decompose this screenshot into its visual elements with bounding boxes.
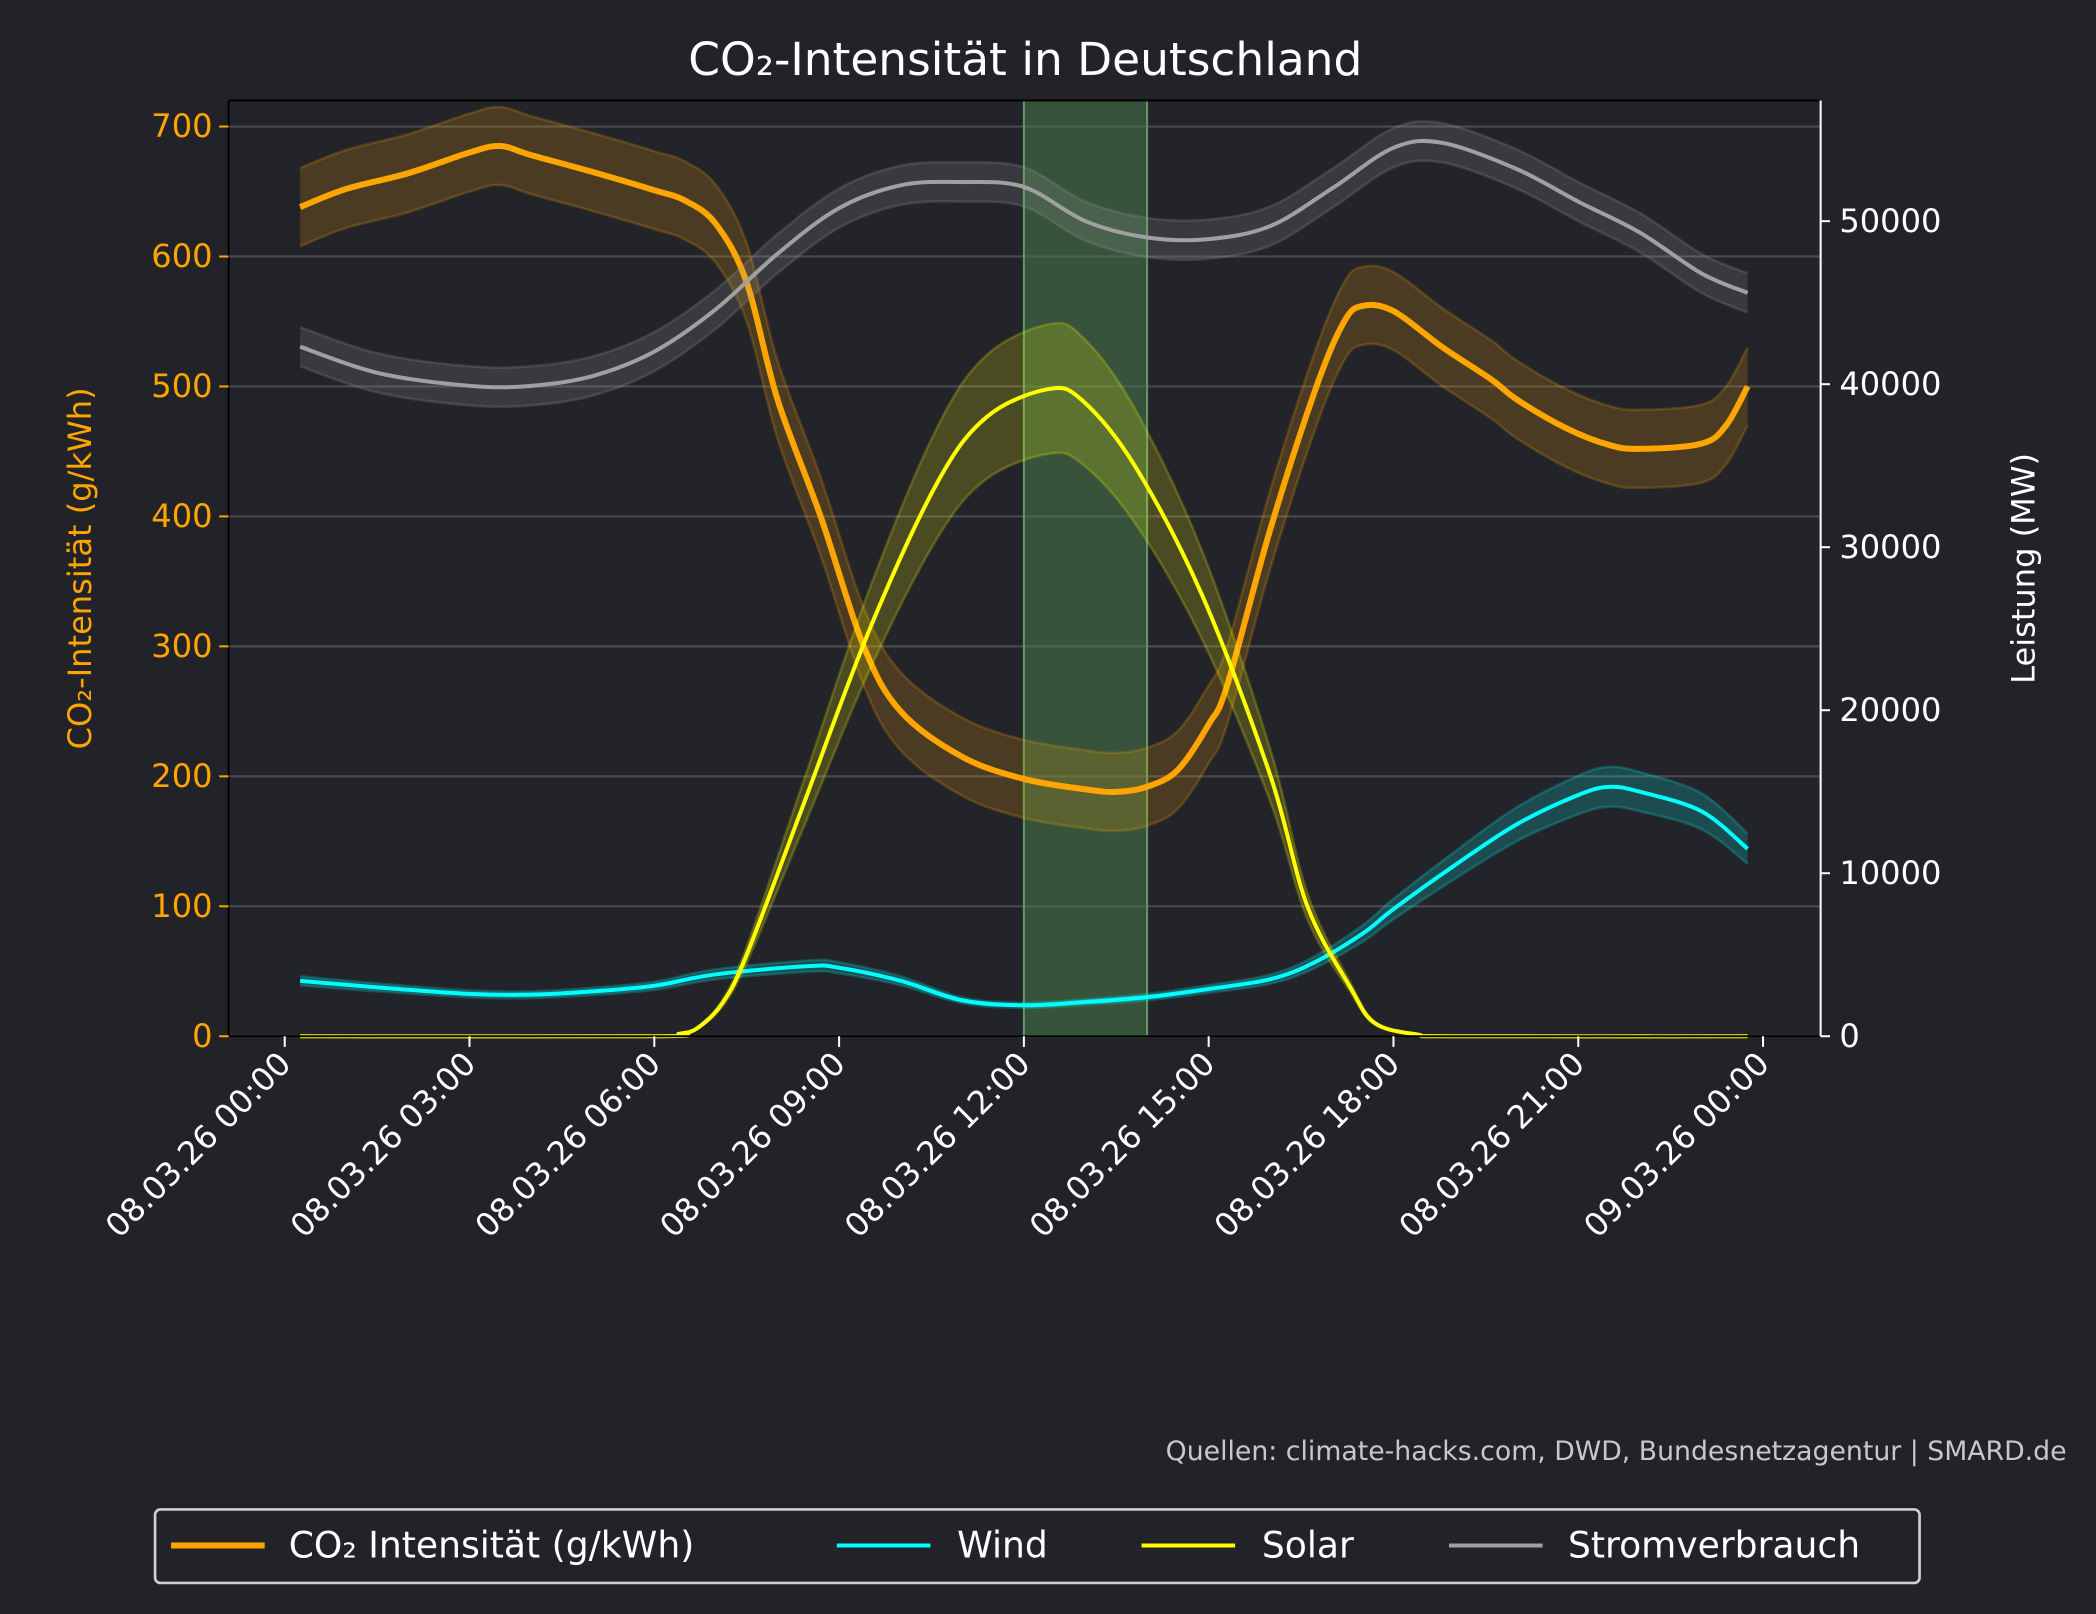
highlight-window: [1022, 99, 1149, 1038]
series-line-1: [299, 784, 1749, 1008]
y-tick-label-left: 100: [151, 887, 212, 925]
band-edge-lower-3: [299, 159, 1749, 409]
legend-label-2: Solar: [1262, 1525, 1354, 1567]
series-line-2: [300, 385, 1748, 1039]
legend-label-1: Wind: [957, 1525, 1048, 1567]
legend-label-0: CO₂ Intensität (g/kWh): [289, 1525, 695, 1567]
legend-label-3: Stromverbrauch: [1568, 1525, 1860, 1567]
uncertainty-band-1: [300, 766, 1748, 1008]
band-edge-upper-0: [299, 105, 1749, 755]
y-tick-label-right: 10000: [1839, 854, 1941, 892]
y-tick-label-right: 40000: [1839, 365, 1941, 403]
band-edge-lower-0: [299, 183, 1749, 833]
source-note: Quellen: climate-hacks.com, DWD, Bundesn…: [1166, 1436, 2067, 1467]
y-tick-label-right: 0: [1839, 1017, 1859, 1055]
y-tick-label-left: 300: [151, 627, 212, 665]
y-tick-label-right: 30000: [1839, 528, 1941, 566]
legend-box: [153, 1508, 1921, 1585]
y-tick-label-left: 400: [151, 497, 212, 535]
series-line-3: [299, 138, 1749, 390]
legend: CO₂ Intensität (g/kWh) Wind Solar Stromverb…: [153, 1508, 1921, 1585]
y-axis-left-label: CO₂-Intensität (g/kWh): [61, 387, 99, 749]
series-line-0: [299, 142, 1751, 796]
y-tick-label-right: 50000: [1839, 202, 1941, 240]
uncertainty-band-0: [300, 106, 1748, 832]
y-tick-label-left: 200: [151, 757, 212, 795]
band-edge-lower-1: [300, 805, 1749, 1010]
y-tick-label-left: 600: [151, 237, 212, 275]
y-tick-label-left: 700: [151, 107, 212, 145]
band-edge-upper-3: [299, 120, 1749, 370]
y-tick-label-right: 20000: [1839, 691, 1941, 729]
chart-title: CO₂-Intensität in Deutschland: [688, 33, 1362, 86]
y-axis-right-label: Leistung (MW): [2005, 453, 2043, 684]
band-edge-upper-1: [300, 765, 1749, 1005]
y-tick-label-left: 0: [192, 1017, 212, 1055]
uncertainty-band-3: [300, 121, 1748, 407]
y-tick-label-left: 500: [151, 367, 212, 405]
